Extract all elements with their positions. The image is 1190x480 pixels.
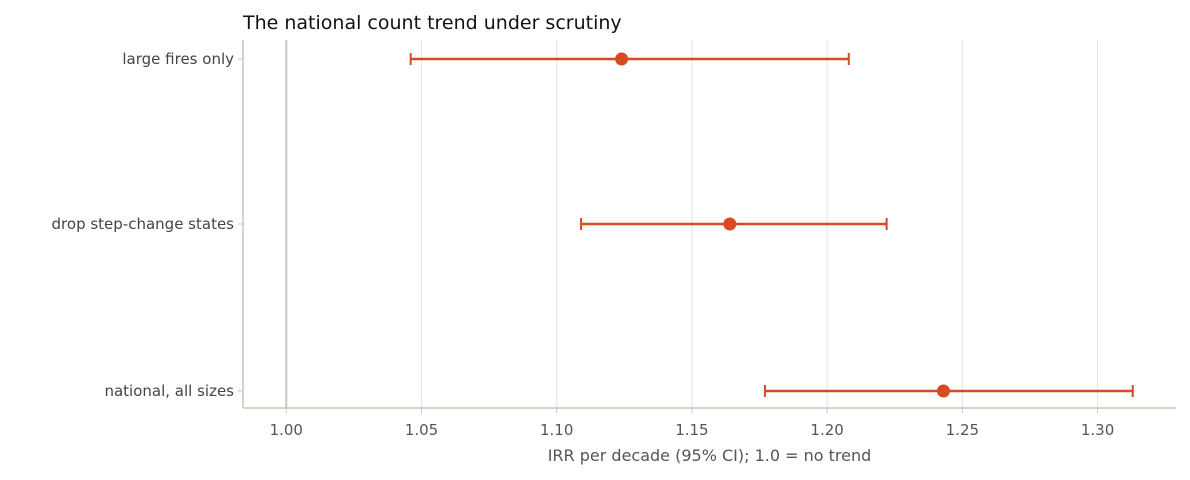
y-categories: large fires only drop step-change states n… <box>52 50 243 400</box>
category-label: large fires only <box>122 50 234 68</box>
x-axis-label: IRR per decade (95% CI); 1.0 = no trend <box>548 446 872 465</box>
x-tick-label: 1.10 <box>540 421 573 439</box>
x-tick-label: 1.15 <box>675 421 708 439</box>
estimate-point <box>615 52 629 66</box>
estimates <box>409 52 1134 398</box>
estimate-row <box>409 52 850 66</box>
estimate-row <box>763 384 1134 398</box>
x-ticks: 1.00 1.05 1.10 1.15 1.20 1.25 1.30 <box>270 408 1114 439</box>
x-tick-label: 1.25 <box>946 421 979 439</box>
x-tick-label: 1.20 <box>810 421 843 439</box>
x-tick-label: 1.30 <box>1081 421 1114 439</box>
chart-title: The national count trend under scrutiny <box>242 12 622 34</box>
estimate-point <box>723 217 737 231</box>
estimate-point <box>936 384 950 398</box>
category-label: drop step-change states <box>52 215 235 233</box>
x-tick-label: 1.05 <box>405 421 438 439</box>
estimate-row <box>580 217 888 231</box>
category-label: national, all sizes <box>104 382 234 400</box>
x-tick-label: 1.00 <box>270 421 303 439</box>
